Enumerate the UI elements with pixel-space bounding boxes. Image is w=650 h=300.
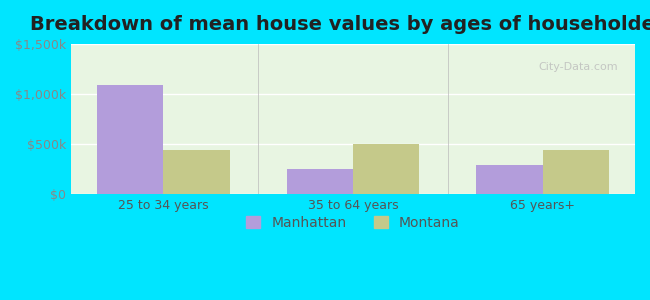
Bar — [543, 150, 609, 194]
Title: Breakdown of mean house values by ages of householders: Breakdown of mean house values by ages o… — [30, 15, 650, 34]
Legend: Manhattan, Montana: Manhattan, Montana — [240, 210, 465, 235]
Text: City-Data.com: City-Data.com — [538, 62, 618, 72]
Bar — [287, 169, 353, 194]
Bar — [476, 165, 543, 194]
Bar — [97, 85, 163, 194]
Bar — [163, 150, 229, 194]
Bar — [353, 144, 419, 194]
